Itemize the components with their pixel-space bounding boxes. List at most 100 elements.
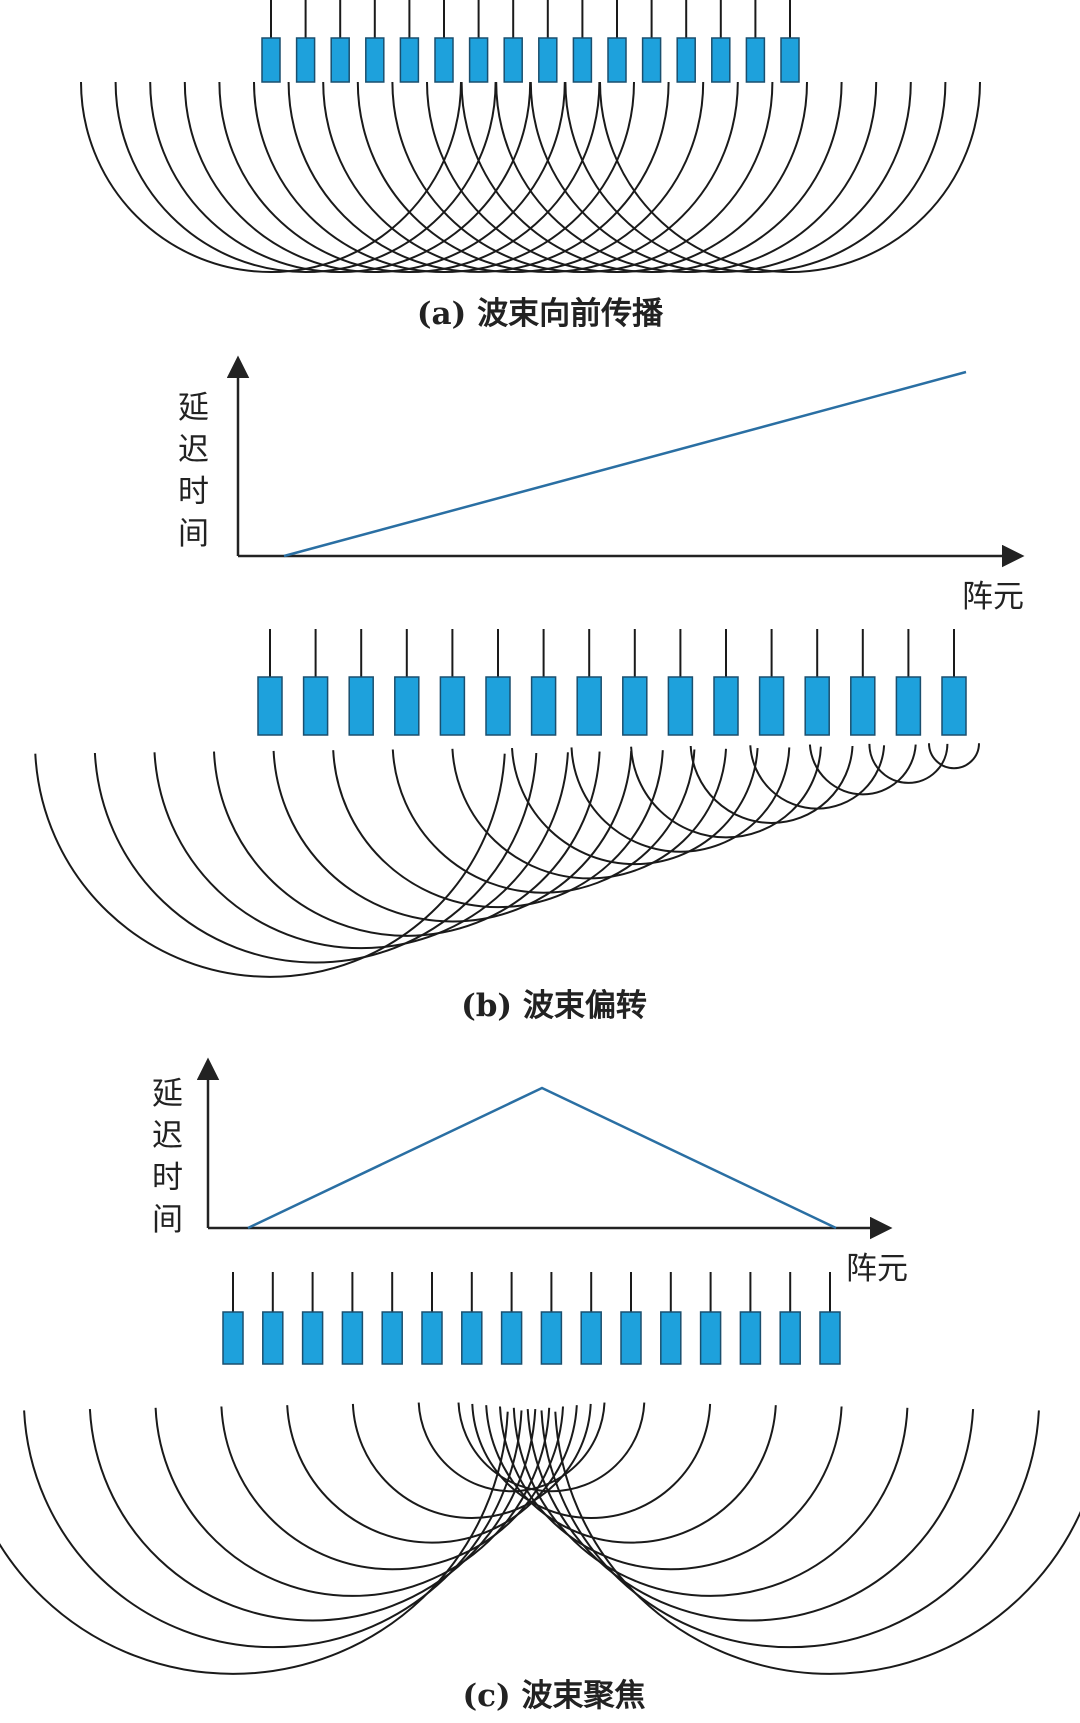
- transducer-element-c-11: [620, 1311, 642, 1365]
- transducer-element-b-12: [758, 676, 785, 736]
- wavefront-a-1: [80, 81, 462, 273]
- wavefront-c-12: [499, 1406, 843, 1571]
- transducer-element-c-10: [580, 1311, 602, 1365]
- transducer-element-a-4: [365, 37, 385, 83]
- transducer-element-b-3: [348, 676, 374, 736]
- y-label-c-1: 延: [152, 1076, 183, 1112]
- wavefront-c-11: [485, 1405, 777, 1544]
- transducer-element-c-3: [301, 1311, 324, 1365]
- transducer-element-c-8: [500, 1311, 523, 1365]
- transducer-element-c-14: [739, 1311, 762, 1365]
- transducer-element-c-7: [461, 1311, 483, 1365]
- transducer-element-b-16: [941, 676, 967, 736]
- transducer-element-b-8: [576, 676, 602, 736]
- transducer-element-b-1: [257, 676, 283, 736]
- y-label-c-2: 迟: [152, 1118, 183, 1154]
- transducer-element-b-4: [394, 676, 420, 736]
- wavefront-a-7: [287, 81, 670, 273]
- wavefront-c-13: [512, 1407, 909, 1597]
- wavefront-c-5: [220, 1406, 564, 1571]
- transducer-element-b-6: [485, 676, 511, 736]
- wavefront-c-2: [23, 1410, 523, 1649]
- wavefront-c-16: [554, 1411, 1080, 1675]
- caption-b: (b) 波束偏转: [461, 988, 647, 1024]
- transducer-element-a-15: [745, 37, 766, 83]
- transducer-element-b-2: [302, 676, 329, 736]
- wavefront-b-7: [391, 749, 696, 894]
- transducer-element-a-3: [330, 37, 350, 83]
- transducer-element-c-16: [819, 1311, 841, 1365]
- x-label-c: 阵元: [846, 1251, 908, 1287]
- wavefront-a-4: [183, 81, 566, 273]
- transducer-element-b-11: [713, 676, 739, 736]
- y-label-b-2: 迟: [178, 432, 209, 468]
- wavefront-b-14: [808, 744, 917, 796]
- y-label-c-4: 间: [152, 1202, 183, 1238]
- wavefront-a-8: [322, 81, 705, 273]
- panel-b: 延 迟 时 间 阵元 (b) 波束偏转: [34, 355, 1025, 1024]
- panel-c: 延 迟 时 间 阵元 (c) 波束聚焦: [0, 1057, 1080, 1714]
- wavefront-b-15: [868, 743, 949, 784]
- transducer-element-c-6: [421, 1311, 443, 1365]
- transducer-element-c-13: [699, 1311, 722, 1365]
- wavefront-c-10: [471, 1403, 712, 1519]
- transducer-element-a-9: [538, 37, 558, 83]
- panel-a: (a) 波束向前传播: [80, 0, 981, 332]
- y-label-b-4: 间: [178, 516, 209, 552]
- wavefront-c-14: [526, 1409, 975, 1622]
- transducer-element-b-15: [895, 676, 922, 736]
- wavefront-a-2: [114, 81, 497, 273]
- transducer-element-a-8: [503, 37, 523, 83]
- wavefront-a-11: [426, 81, 808, 273]
- transducer-array-c: [222, 1272, 841, 1365]
- wavefront-c-8: [417, 1402, 606, 1493]
- wavefront-a-3: [149, 81, 532, 273]
- transducer-element-a-10: [572, 37, 593, 83]
- transducer-array-a: [261, 0, 800, 83]
- wavefront-b-9: [511, 748, 759, 866]
- wavefront-b-11: [630, 746, 822, 839]
- transducer-element-c-1: [222, 1311, 244, 1365]
- wavefront-a-15: [564, 81, 947, 273]
- transducer-element-c-2: [262, 1311, 284, 1365]
- wavefront-a-5: [218, 81, 601, 273]
- wavefront-b-1: [34, 753, 506, 978]
- transducer-element-b-10: [667, 676, 694, 736]
- wavefront-c-7: [351, 1403, 592, 1519]
- caption-a: (a) 波束向前传播: [417, 296, 664, 332]
- wavefront-c-3: [88, 1409, 537, 1622]
- caption-c: (c) 波束聚焦: [462, 1678, 645, 1714]
- wavefront-c-1: [0, 1411, 509, 1675]
- wavefront-b-5: [272, 750, 633, 923]
- delay-plot-b: 延 迟 时 间 阵元: [178, 355, 1025, 615]
- wavefront-b-6: [332, 750, 664, 908]
- delay-line-c: [247, 1086, 837, 1230]
- transducer-element-a-12: [641, 37, 662, 83]
- transducer-element-a-5: [399, 37, 420, 83]
- transducer-element-c-4: [341, 1311, 364, 1365]
- wavefront-c-9: [457, 1402, 646, 1493]
- transducer-element-c-5: [381, 1311, 403, 1365]
- transducer-element-a-7: [468, 37, 489, 83]
- wavefront-b-12: [689, 745, 854, 824]
- transducer-element-a-13: [676, 37, 696, 83]
- wavefront-b-16: [928, 743, 980, 770]
- wavefront-a-9: [356, 81, 739, 273]
- transducer-element-a-2: [295, 37, 316, 83]
- wavefronts-c: [0, 1402, 1080, 1675]
- transducer-element-b-14: [850, 676, 876, 736]
- wavefront-a-16: [599, 81, 981, 273]
- transducer-element-c-9: [540, 1311, 563, 1365]
- transducer-array-b: [257, 629, 967, 736]
- wavefront-a-6: [253, 81, 635, 273]
- wavefront-c-15: [540, 1410, 1040, 1649]
- transducer-element-a-11: [607, 37, 627, 83]
- wavefront-b-13: [749, 745, 886, 810]
- transducer-element-b-13: [804, 676, 830, 736]
- wavefront-a-12: [460, 81, 843, 273]
- transducer-element-c-12: [660, 1311, 682, 1365]
- y-label-c-3: 时: [152, 1160, 183, 1196]
- transducer-element-a-16: [780, 37, 800, 83]
- transducer-element-b-5: [439, 676, 466, 736]
